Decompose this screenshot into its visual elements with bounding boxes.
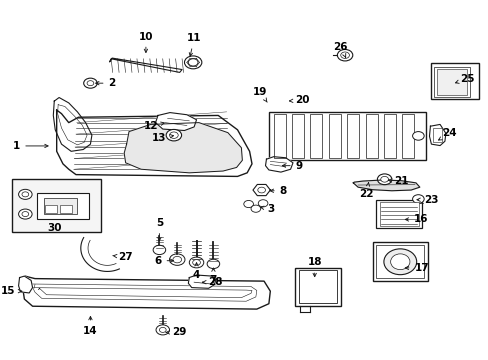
Circle shape	[257, 187, 265, 193]
Text: 23: 23	[416, 195, 438, 205]
Ellipse shape	[390, 254, 409, 270]
Circle shape	[207, 259, 219, 269]
Text: 2: 2	[96, 78, 116, 88]
Text: 28: 28	[202, 277, 223, 287]
Polygon shape	[428, 125, 445, 145]
Circle shape	[83, 78, 97, 88]
Circle shape	[380, 176, 387, 182]
Text: 17: 17	[405, 263, 428, 273]
Polygon shape	[252, 184, 270, 195]
Circle shape	[169, 254, 184, 265]
Bar	[432, 128, 441, 142]
Circle shape	[22, 192, 29, 197]
Text: 21: 21	[387, 176, 408, 186]
Circle shape	[166, 130, 181, 141]
Circle shape	[189, 257, 203, 268]
Bar	[268, 112, 425, 160]
Text: 22: 22	[359, 183, 373, 199]
Polygon shape	[124, 123, 242, 173]
Text: 19: 19	[252, 87, 267, 102]
Bar	[376, 245, 423, 278]
Circle shape	[412, 132, 423, 140]
Text: 8: 8	[270, 186, 286, 196]
Text: 6: 6	[154, 256, 173, 266]
Text: 24: 24	[438, 129, 456, 140]
Circle shape	[258, 200, 267, 207]
Polygon shape	[352, 180, 419, 191]
Bar	[365, 114, 377, 158]
Text: 26: 26	[333, 42, 347, 57]
Circle shape	[192, 260, 200, 265]
Text: 11: 11	[186, 33, 201, 56]
Circle shape	[22, 212, 29, 217]
Polygon shape	[188, 275, 215, 288]
Polygon shape	[155, 113, 196, 131]
Bar	[402, 114, 413, 158]
Text: 27: 27	[113, 252, 133, 262]
Bar	[379, 202, 418, 226]
Circle shape	[87, 81, 94, 86]
Text: 29: 29	[166, 327, 186, 337]
Text: 4: 4	[192, 263, 200, 280]
Polygon shape	[53, 98, 92, 151]
Circle shape	[173, 256, 181, 263]
Bar	[310, 114, 322, 158]
Bar	[12, 179, 101, 232]
Circle shape	[244, 201, 253, 208]
Text: 18: 18	[307, 257, 321, 276]
Circle shape	[377, 174, 391, 185]
Bar	[291, 114, 304, 158]
Circle shape	[19, 189, 32, 199]
Circle shape	[250, 205, 260, 212]
Circle shape	[169, 132, 178, 138]
Bar	[295, 267, 341, 306]
Ellipse shape	[383, 249, 416, 275]
Bar	[346, 114, 359, 158]
Text: 15: 15	[1, 286, 21, 296]
Bar	[60, 206, 72, 213]
Bar	[436, 69, 466, 95]
Circle shape	[156, 325, 169, 335]
Circle shape	[188, 59, 198, 66]
Circle shape	[159, 327, 166, 332]
Circle shape	[340, 52, 349, 58]
Text: 20: 20	[289, 95, 309, 105]
Circle shape	[184, 56, 202, 69]
Bar	[43, 198, 77, 214]
Text: 3: 3	[260, 204, 274, 214]
Bar	[376, 200, 421, 228]
Polygon shape	[265, 157, 292, 172]
Bar	[372, 242, 427, 281]
Polygon shape	[23, 276, 270, 309]
Text: 14: 14	[83, 316, 98, 336]
Circle shape	[412, 195, 423, 203]
Circle shape	[337, 49, 352, 61]
Bar	[44, 206, 57, 213]
Text: 12: 12	[143, 121, 164, 131]
Polygon shape	[19, 276, 33, 293]
Text: 9: 9	[282, 161, 302, 171]
Text: 7: 7	[209, 268, 217, 285]
Bar	[383, 114, 395, 158]
Text: 1: 1	[13, 141, 48, 151]
Bar	[433, 67, 469, 97]
Text: 13: 13	[152, 133, 173, 143]
Circle shape	[19, 209, 32, 219]
Circle shape	[153, 245, 165, 255]
Bar	[430, 63, 478, 99]
Text: 10: 10	[139, 32, 153, 53]
Bar	[273, 114, 285, 158]
Text: 5: 5	[156, 218, 163, 241]
Text: 30: 30	[47, 223, 61, 233]
Text: 16: 16	[405, 215, 427, 224]
Bar	[37, 193, 89, 219]
Polygon shape	[57, 110, 251, 176]
Text: 25: 25	[454, 74, 473, 84]
Polygon shape	[109, 58, 182, 72]
Bar	[299, 270, 337, 303]
Bar	[328, 114, 340, 158]
